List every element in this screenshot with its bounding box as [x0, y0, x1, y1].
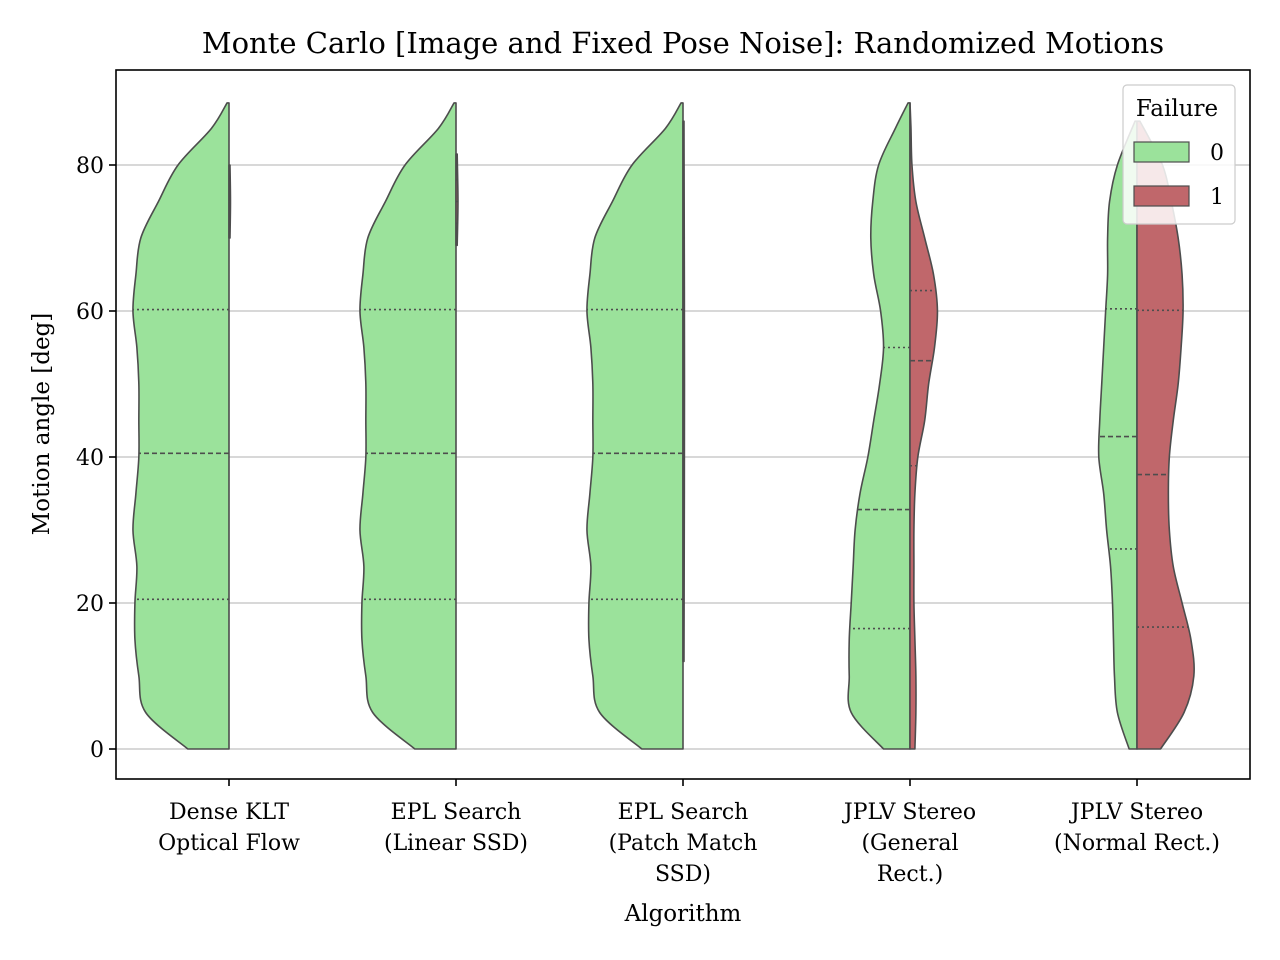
x-tick-label-line: SSD): [655, 862, 711, 887]
violin-half: [682, 120, 686, 663]
x-tick-label-line: Rect.): [877, 862, 943, 887]
violin-half: [132, 102, 230, 750]
chart-title: Monte Carlo [Image and Fixed Pose Noise]…: [202, 26, 1164, 60]
x-tick-label: EPL Search (Linear SSD): [384, 800, 528, 856]
x-tick-label-line: JPLV Stereo: [1069, 800, 1203, 825]
violins: [132, 102, 1195, 750]
x-tick-label-line: (Patch Match: [609, 831, 758, 856]
x-tick-label-line: (Linear SSD): [384, 831, 528, 856]
legend-label: 1: [1210, 185, 1224, 210]
x-tick-label-line: (Normal Rect.): [1054, 831, 1220, 856]
y-tick-label: 60: [76, 300, 104, 325]
x-tick-label: JPLV Stereo (General Rect.): [842, 800, 976, 887]
legend-label: 0: [1210, 141, 1224, 166]
y-tick-label: 80: [76, 154, 104, 179]
x-tick-label: JPLV Stereo (Normal Rect.): [1054, 800, 1220, 856]
x-tick-label-line: JPLV Stereo: [842, 800, 976, 825]
axis-ticks: 0 20 40 60 80 Dense KLT Optical Flow EPL Search…: [76, 154, 1220, 887]
y-tick-label: 40: [76, 446, 104, 471]
x-tick-label: Dense KLT Optical Flow: [158, 800, 300, 856]
x-tick-label-line: Dense KLT: [169, 800, 289, 825]
violin-half: [455, 153, 459, 247]
x-tick-label-line: Optical Flow: [158, 831, 300, 856]
violin-half: [586, 102, 684, 750]
violin-half: [847, 102, 911, 750]
y-tick-label: 20: [76, 592, 104, 617]
x-axis-label: Algorithm: [624, 901, 742, 927]
y-tick-label: 0: [90, 738, 104, 763]
legend: Failure 01: [1122, 84, 1236, 225]
legend-swatch: [1133, 185, 1190, 207]
violin-half: [359, 102, 457, 750]
legend-swatch: [1133, 141, 1190, 163]
violin-half: [1136, 120, 1195, 750]
legend-entries: 01: [1133, 141, 1224, 210]
legend-title: Failure: [1136, 96, 1218, 122]
x-tick-label-line: EPL Search: [391, 800, 522, 825]
violin-half: [1097, 120, 1138, 750]
x-tick-label: EPL Search (Patch Match SSD): [609, 800, 758, 887]
violin-half: [909, 102, 939, 750]
x-tick-label-line: (General: [861, 831, 958, 856]
y-axis-label: Motion angle [deg]: [29, 313, 55, 536]
x-tick-label-line: EPL Search: [618, 800, 749, 825]
